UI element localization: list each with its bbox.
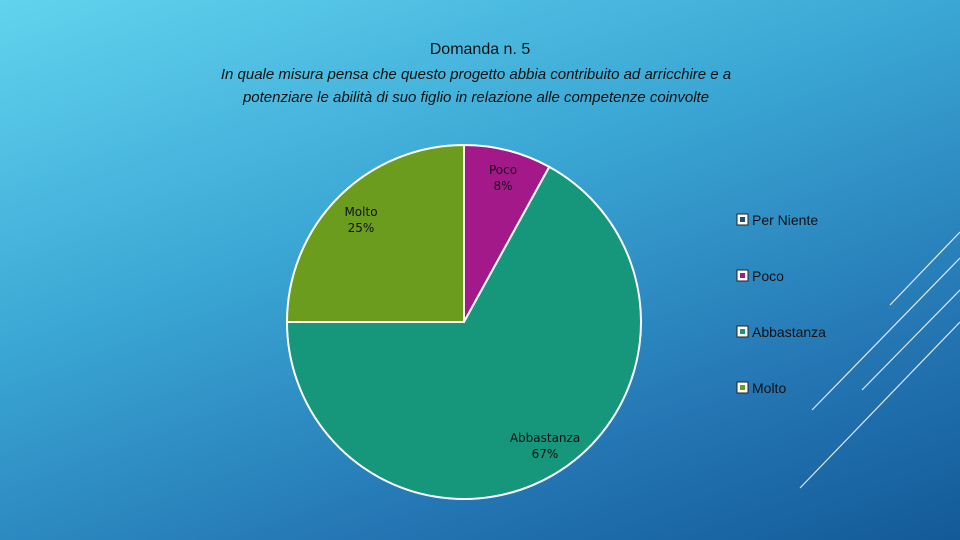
legend-label-abbastanza: Abbastanza [752,324,826,340]
chart-title: Domanda n. 5 [430,41,531,58]
decorative-line [889,231,960,306]
data-label-abbastanza-value: 67% [532,447,559,461]
data-label-poco: Poco 8% [489,163,517,193]
legend-color-molto [740,385,745,390]
legend-color-poco [740,273,745,278]
data-label-poco-category: Poco [489,163,517,177]
data-label-abbastanza-category: Abbastanza [510,431,580,445]
legend-item-abbastanza[interactable]: Abbastanza [736,324,826,340]
decorative-line [861,289,960,391]
chart-subtitle-line-1: In quale misura pensa che questo progett… [221,66,731,83]
legend-label-poco: Poco [752,268,784,284]
data-label-molto-category: Molto [344,205,377,219]
data-label-molto: Molto 25% [344,205,377,235]
decorative-line [799,321,960,489]
legend-color-abbastanza [740,329,745,334]
data-label-abbastanza: Abbastanza 67% [510,431,580,461]
pie-slice-poco[interactable] [463,143,551,323]
legend-item-molto[interactable]: Molto [736,380,786,396]
legend-label-per-niente: Per Niente [752,212,818,228]
legend: Per Niente Poco Abbastanza Molto [736,212,826,396]
pie-chart [285,143,642,500]
pie-slice-molto[interactable] [285,143,465,323]
decorative-lines [799,231,960,489]
legend-label-molto: Molto [752,380,786,396]
data-label-molto-value: 25% [348,221,375,235]
chart-subtitle-line-2: potenziare le abilità di suo figlio in r… [242,89,709,106]
pie-slice-abbastanza[interactable] [285,165,642,500]
legend-item-per-niente[interactable]: Per Niente [736,212,818,228]
legend-color-per-niente [740,217,745,222]
decorative-line [811,257,960,411]
legend-item-poco[interactable]: Poco [736,268,784,284]
data-label-poco-value: 8% [493,179,512,193]
